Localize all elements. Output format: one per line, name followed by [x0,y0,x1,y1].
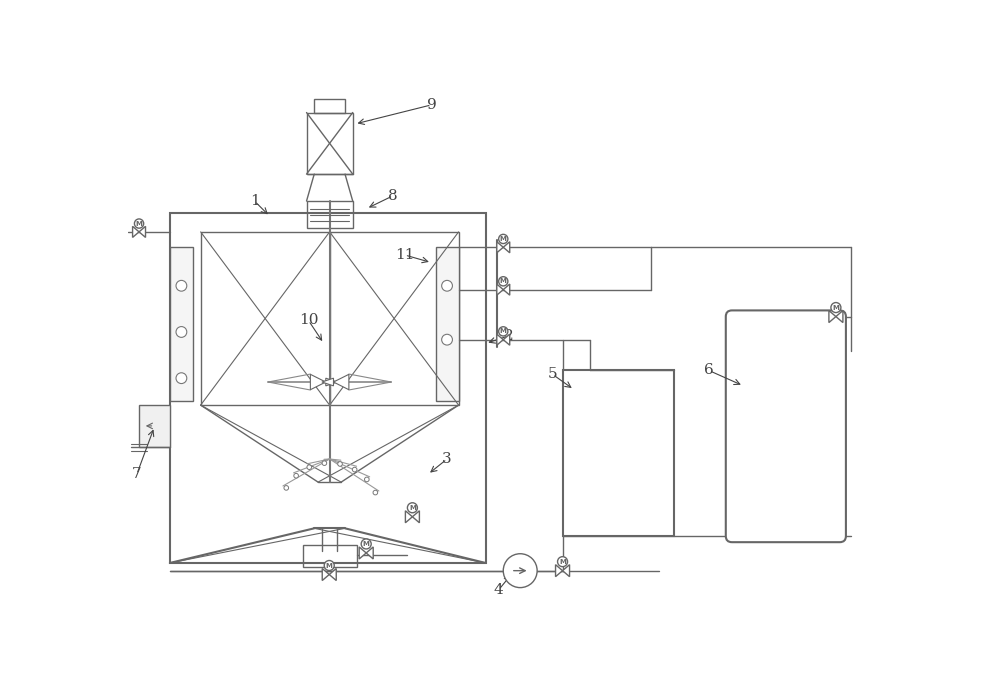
Text: 10: 10 [299,313,318,328]
Bar [139,405,170,447]
Circle shape [442,281,452,291]
Bar [307,201,353,228]
Circle shape [338,462,342,466]
Bar [201,232,459,405]
Circle shape [503,554,537,588]
Text: 2: 2 [504,329,514,343]
Polygon shape [829,311,836,323]
Polygon shape [405,511,412,523]
Circle shape [442,334,452,345]
Bar [307,112,353,174]
Circle shape [373,490,378,495]
Text: 1: 1 [250,194,259,208]
Polygon shape [503,242,510,253]
Polygon shape [322,378,333,386]
Circle shape [365,477,369,481]
Circle shape [176,373,187,383]
Polygon shape [329,569,336,580]
Circle shape [134,219,144,228]
Text: 3: 3 [442,452,452,466]
Text: M: M [409,505,416,511]
Bar [170,212,486,563]
Circle shape [352,467,357,472]
Text: M: M [500,279,507,284]
Text: M: M [326,563,333,569]
Circle shape [361,539,371,549]
Circle shape [831,302,841,313]
Polygon shape [133,226,139,238]
Circle shape [499,276,508,286]
Text: 4: 4 [494,583,504,597]
Bar [314,99,345,112]
Polygon shape [326,378,337,386]
Text: 9: 9 [427,98,437,112]
Text: 7: 7 [132,467,142,481]
Polygon shape [322,569,329,580]
Text: M: M [136,221,142,227]
Circle shape [322,461,327,465]
Bar [563,370,674,536]
Polygon shape [359,547,366,559]
Text: 11: 11 [395,248,414,262]
Text: M: M [500,328,507,334]
Polygon shape [503,284,510,295]
FancyBboxPatch shape [726,311,846,542]
Text: M: M [363,541,370,547]
Circle shape [407,503,417,513]
Polygon shape [556,565,563,577]
Polygon shape [563,565,570,577]
Polygon shape [836,311,843,323]
Text: 6: 6 [704,364,714,377]
Text: M: M [559,558,566,565]
Circle shape [294,473,298,478]
Text: 8: 8 [388,189,398,203]
Polygon shape [412,511,419,523]
Bar [436,247,459,401]
Polygon shape [497,242,503,253]
Polygon shape [333,375,349,390]
Circle shape [176,327,187,337]
Circle shape [307,465,312,469]
Circle shape [284,486,289,490]
Circle shape [558,556,568,567]
Polygon shape [310,375,326,390]
Polygon shape [503,334,510,345]
Bar [303,545,357,567]
Text: M: M [500,236,507,242]
Polygon shape [366,547,373,559]
Circle shape [324,560,334,571]
Circle shape [499,234,508,244]
Circle shape [176,281,187,291]
Text: 5: 5 [548,367,557,381]
Circle shape [499,327,508,336]
Polygon shape [497,284,503,295]
Text: M: M [832,304,839,311]
Polygon shape [497,334,503,345]
Polygon shape [139,226,146,238]
Bar [170,247,193,401]
